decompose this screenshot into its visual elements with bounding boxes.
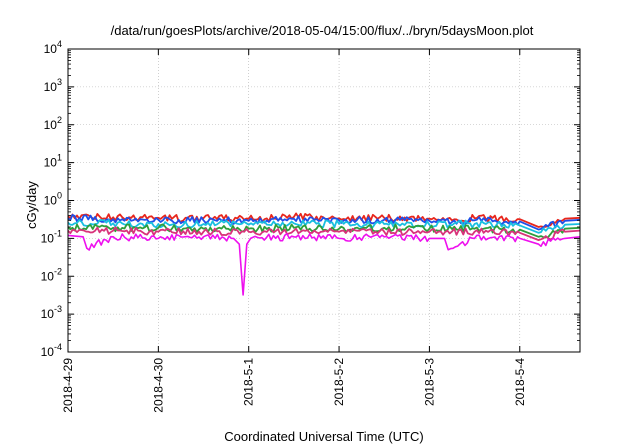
y-tick-base: 10 [44,80,58,94]
y-tick-base: 10 [41,307,55,321]
x-tick-label: 2018-4-30 [151,358,165,413]
y-tick-base: 10 [44,42,58,56]
y-tick-exponent: -3 [54,304,62,314]
y-tick-exponent: -1 [54,228,62,238]
y-tick-exponent: -2 [54,266,62,276]
series-line [67,232,581,296]
y-tick-label: 10-3 [41,304,62,321]
y-tick-exponent: 3 [57,77,62,87]
y-tick-exponent: 4 [57,39,62,49]
ticks [67,48,580,353]
x-axis-label: Coordinated Universal Time (UTC) [224,429,423,444]
y-tick-label: 102 [44,115,62,132]
x-tick-label: 2018-4-29 [61,358,75,413]
chart-title: /data/run/goesPlots/archive/2018-05-04/1… [111,23,534,38]
y-tick-label: 10-4 [41,342,62,359]
grid [68,49,580,352]
y-tick-exponent: 1 [57,153,62,163]
y-tick-exponent: 2 [57,115,62,125]
y-tick-base: 10 [44,118,58,132]
y-tick-label: 100 [44,191,62,208]
y-tick-exponent: 0 [57,191,62,201]
tick-labels: 10410310210110010-110-210-310-42018-4-29… [41,39,527,413]
y-tick-base: 10 [44,194,58,208]
series-line [67,219,581,234]
x-tick-label: 2018-5-2 [332,358,346,406]
series-line [67,226,581,241]
y-tick-label: 10-1 [41,228,62,245]
y-tick-base: 10 [41,231,55,245]
x-tick-label: 2018-5-4 [513,358,527,406]
y-tick-label: 104 [44,39,62,56]
y-tick-label: 101 [44,153,62,170]
y-tick-base: 10 [44,156,58,170]
series-group [67,212,581,296]
y-tick-label: 10-2 [41,266,62,283]
y-axis-label: cGy/day [24,181,39,229]
series-line [67,223,581,239]
y-tick-label: 103 [44,77,62,94]
series-line [67,214,581,231]
y-tick-exponent: -4 [54,342,62,352]
x-tick-label: 2018-5-1 [242,358,256,406]
y-tick-base: 10 [41,345,55,359]
y-tick-base: 10 [41,269,55,283]
x-tick-label: 2018-5-3 [422,358,436,406]
